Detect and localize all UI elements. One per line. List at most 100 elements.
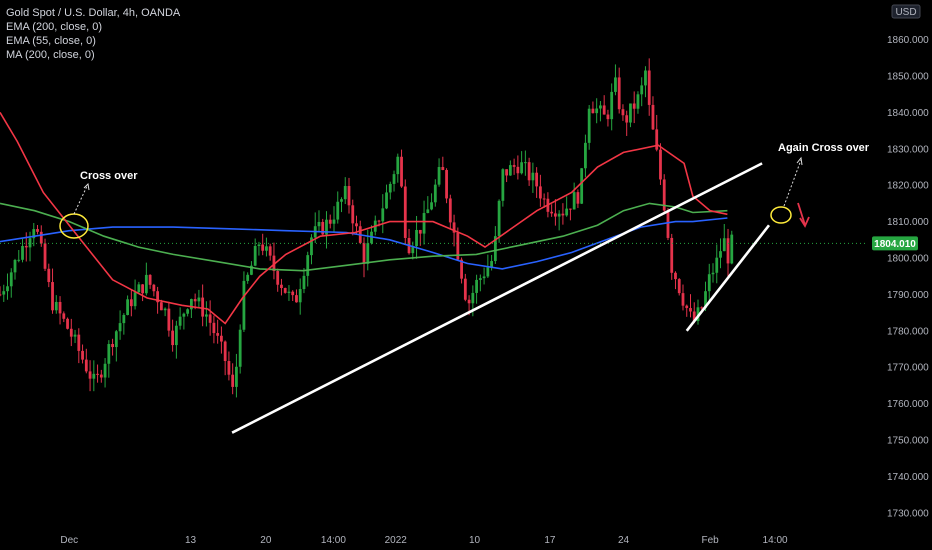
candle bbox=[730, 230, 734, 265]
candle bbox=[197, 289, 201, 308]
candle bbox=[212, 315, 216, 344]
time-axis[interactable]: Dec 13 20 14:00 2022 10 17 24 Feb 14:00 bbox=[60, 535, 788, 546]
candle bbox=[325, 211, 328, 249]
candle bbox=[441, 156, 445, 171]
candle bbox=[242, 271, 246, 332]
legend-ema55[interactable]: EMA (55, close, 0) bbox=[6, 35, 96, 47]
candle bbox=[32, 222, 36, 247]
x-tick-label: 17 bbox=[544, 535, 556, 546]
candle bbox=[565, 196, 569, 217]
candle bbox=[126, 295, 129, 316]
y-tick-label: 1810.000 bbox=[887, 217, 929, 228]
candle bbox=[111, 338, 114, 356]
candle bbox=[411, 241, 415, 260]
legend-ma200[interactable]: MA (200, close, 0) bbox=[6, 49, 95, 61]
candle bbox=[617, 67, 621, 114]
candle bbox=[685, 304, 689, 317]
candle bbox=[726, 228, 730, 278]
y-tick-label: 1730.000 bbox=[887, 508, 929, 519]
annotation-cross-over: Cross over bbox=[80, 170, 138, 182]
candle bbox=[629, 103, 632, 128]
candle bbox=[144, 262, 148, 296]
candle bbox=[47, 263, 51, 288]
candle bbox=[542, 193, 546, 208]
candle bbox=[677, 278, 681, 296]
candle bbox=[291, 290, 295, 302]
candle bbox=[321, 218, 325, 237]
candle bbox=[174, 320, 178, 359]
candle bbox=[584, 134, 587, 178]
trendline-1[interactable] bbox=[231, 162, 763, 434]
candle bbox=[531, 162, 535, 193]
candle bbox=[351, 199, 355, 236]
price-axis[interactable]: 1730.000 1740.000 1750.000 1760.000 1770.000… bbox=[887, 35, 929, 519]
trendlines-layer[interactable] bbox=[231, 162, 771, 434]
y-tick-label: 1770.000 bbox=[887, 363, 929, 374]
candle bbox=[39, 225, 43, 247]
candle bbox=[606, 109, 610, 127]
candle bbox=[265, 237, 268, 257]
y-tick-label: 1800.000 bbox=[887, 254, 929, 265]
candle bbox=[220, 326, 223, 354]
candle bbox=[328, 214, 332, 229]
candle bbox=[430, 193, 433, 211]
y-tick-label: 1820.000 bbox=[887, 181, 929, 192]
candle bbox=[257, 241, 261, 256]
candle bbox=[295, 289, 298, 303]
candle bbox=[103, 358, 107, 388]
candle bbox=[238, 324, 242, 374]
candle bbox=[621, 104, 625, 121]
candle bbox=[508, 160, 512, 176]
legend-ema200[interactable]: EMA (200, close, 0) bbox=[6, 21, 102, 33]
candle bbox=[189, 298, 193, 319]
candle bbox=[171, 319, 175, 352]
candle bbox=[463, 273, 467, 302]
candle bbox=[355, 215, 358, 234]
y-tick-label: 1860.000 bbox=[887, 35, 929, 46]
candle bbox=[235, 353, 238, 398]
candle bbox=[415, 215, 418, 259]
candle bbox=[73, 329, 77, 344]
candle bbox=[54, 295, 58, 314]
candle bbox=[118, 310, 122, 340]
candle bbox=[644, 66, 647, 98]
candle bbox=[520, 151, 524, 175]
candle bbox=[253, 238, 257, 267]
candle bbox=[659, 143, 662, 185]
candle bbox=[400, 149, 403, 188]
y-tick-label: 1760.000 bbox=[887, 399, 929, 410]
candle bbox=[92, 360, 96, 392]
candle bbox=[403, 179, 407, 245]
candle bbox=[707, 263, 711, 304]
candle bbox=[122, 313, 126, 335]
candle bbox=[557, 210, 561, 231]
indicator-line-2 bbox=[0, 111, 728, 325]
candle bbox=[261, 233, 265, 256]
candle bbox=[66, 317, 69, 330]
candle bbox=[317, 210, 321, 233]
candle bbox=[204, 301, 208, 327]
candle bbox=[711, 263, 715, 283]
y-tick-label: 1780.000 bbox=[887, 326, 929, 337]
y-tick-label: 1840.000 bbox=[887, 108, 929, 119]
candle bbox=[137, 281, 141, 293]
candle bbox=[561, 203, 565, 225]
candle bbox=[636, 91, 640, 114]
candle bbox=[347, 177, 351, 214]
candle bbox=[302, 268, 306, 294]
candle bbox=[0, 286, 2, 297]
candle bbox=[448, 194, 452, 230]
candle bbox=[591, 101, 595, 114]
trendline-2[interactable] bbox=[685, 224, 771, 332]
candle bbox=[523, 150, 527, 176]
candle bbox=[148, 274, 152, 289]
y-tick-label: 1750.000 bbox=[887, 436, 929, 447]
x-tick-label: 20 bbox=[260, 535, 272, 546]
candle bbox=[62, 311, 66, 323]
candle bbox=[550, 204, 554, 217]
candle bbox=[81, 344, 84, 364]
candle bbox=[362, 237, 366, 278]
indicator-lines-layer bbox=[0, 111, 866, 325]
candle bbox=[599, 101, 602, 122]
